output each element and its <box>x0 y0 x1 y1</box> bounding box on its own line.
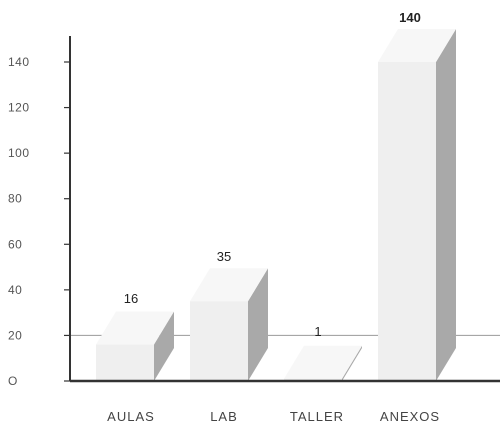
bar-front-face <box>96 344 154 381</box>
bar-taller <box>284 345 362 381</box>
bar-front-face <box>378 62 436 381</box>
bar-side-face <box>248 268 268 381</box>
bar-side-face <box>436 29 456 381</box>
x-category-label: TALLER <box>290 409 344 424</box>
x-category-label: AULAS <box>107 409 155 424</box>
y-tick-label: O <box>8 374 18 388</box>
y-tick-label: 60 <box>8 237 22 251</box>
bar-top-face <box>284 345 362 379</box>
bar-side-face <box>342 345 362 381</box>
y-tick-label: 80 <box>8 192 22 206</box>
data-label-aulas: 16 <box>124 291 138 306</box>
bar-lab <box>190 268 268 381</box>
y-tick-label: 100 <box>8 146 30 160</box>
bar-top-face <box>190 268 268 302</box>
bar-side-face <box>154 311 174 381</box>
data-label-lab: 35 <box>217 249 231 264</box>
bar-anexos <box>378 29 456 381</box>
x-category-label: LAB <box>210 409 238 424</box>
bar-aulas <box>96 311 174 381</box>
data-label-anexos: 140 <box>399 10 421 25</box>
bar-top-face <box>96 311 174 345</box>
y-tick-label: 40 <box>8 283 22 297</box>
y-tick-label: 20 <box>8 328 22 342</box>
bar-top-face <box>378 29 456 62</box>
y-tick-label: 140 <box>8 55 30 69</box>
data-label-taller: 1 <box>314 324 321 339</box>
bar-front-face <box>190 301 248 381</box>
x-category-label: ANEXOS <box>380 409 440 424</box>
y-tick-label: 120 <box>8 101 30 115</box>
